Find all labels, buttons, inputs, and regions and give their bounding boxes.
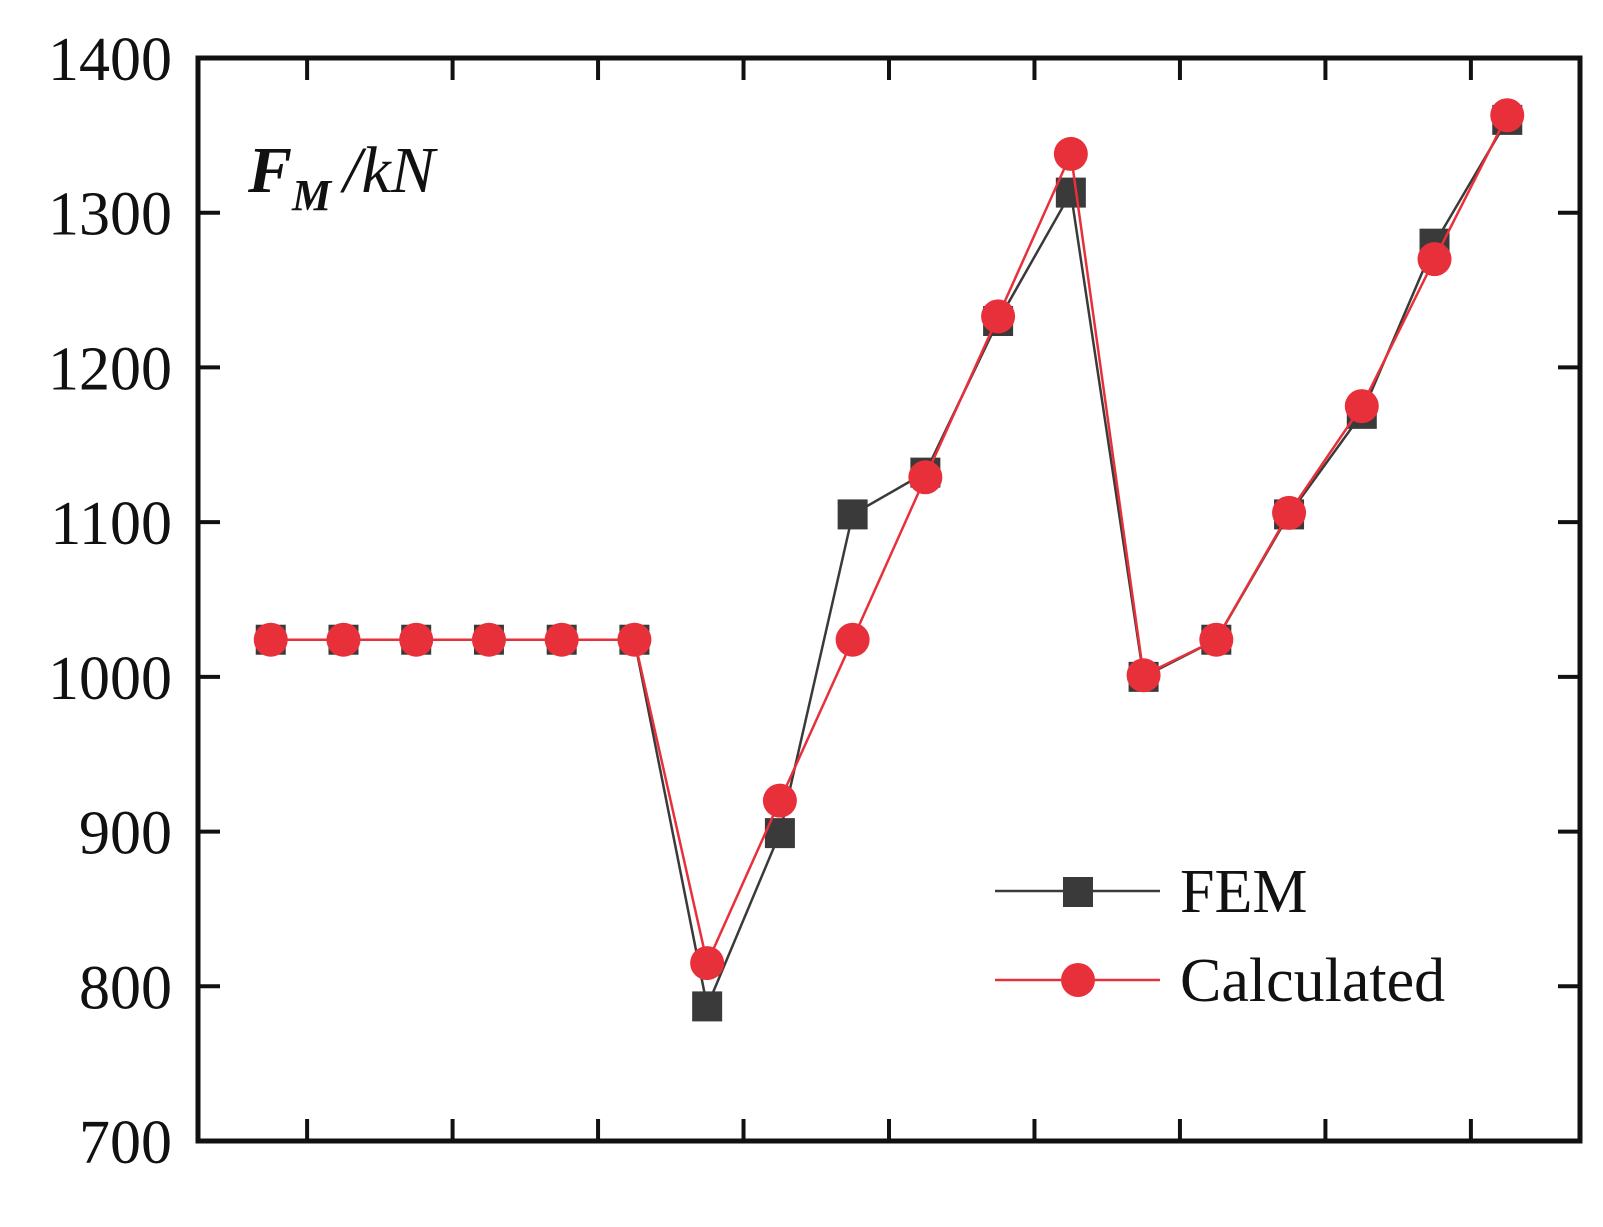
data-point-calculated <box>1199 622 1234 657</box>
series-line-fem <box>270 119 1509 1011</box>
series-calculated <box>253 98 1525 981</box>
series-layer <box>253 98 1525 1022</box>
y-axis-title: FM/kN <box>247 134 439 220</box>
y-axis-title-symbol: F <box>247 134 292 207</box>
y-tick-label: 1400 <box>48 26 172 94</box>
y-axis: 700 800 900 1000 1100 1200 1300 1400 <box>48 26 1580 1177</box>
data-point-calculated <box>835 622 870 657</box>
y-tick-label: 1200 <box>48 335 172 403</box>
data-point-calculated <box>1344 389 1379 424</box>
series-line-calculated <box>270 114 1509 968</box>
data-point-calculated <box>690 946 725 981</box>
data-point-calculated <box>1053 136 1088 171</box>
legend-label-calculated: Calculated <box>1180 947 1445 1015</box>
data-point-calculated <box>762 783 797 818</box>
data-point-calculated <box>617 622 652 657</box>
data-point-calculated <box>471 622 506 657</box>
y-tick-label: 1100 <box>50 490 172 558</box>
data-point-fem <box>837 499 868 530</box>
legend-marker-calculated <box>1061 963 1095 997</box>
y-axis-title-subscript: M <box>291 171 333 220</box>
y-tick-label: 1000 <box>48 645 172 713</box>
data-point-calculated <box>253 622 288 657</box>
series-fem <box>255 104 1523 1022</box>
y-tick-label: 1300 <box>48 181 172 249</box>
legend-label-fem: FEM <box>1180 858 1307 926</box>
legend-marker-fem <box>1063 877 1093 907</box>
data-point-calculated <box>1126 658 1161 693</box>
y-tick-label: 800 <box>79 954 172 1022</box>
data-point-calculated <box>1272 495 1307 530</box>
data-point-fem <box>1055 177 1086 208</box>
x-axis <box>305 58 1473 1141</box>
data-point-calculated <box>326 622 361 657</box>
data-point-calculated <box>544 622 579 657</box>
data-point-calculated <box>399 622 434 657</box>
data-point-calculated <box>1417 242 1452 277</box>
data-point-calculated <box>981 299 1016 334</box>
y-axis-title-unit: /kN <box>339 134 439 207</box>
data-point-fem <box>692 991 723 1022</box>
legend: FEM Calculated <box>995 858 1445 1015</box>
y-tick-label: 900 <box>79 800 172 868</box>
data-point-calculated <box>908 460 943 495</box>
y-tick-label: 700 <box>79 1109 172 1177</box>
data-point-calculated <box>1490 98 1525 133</box>
